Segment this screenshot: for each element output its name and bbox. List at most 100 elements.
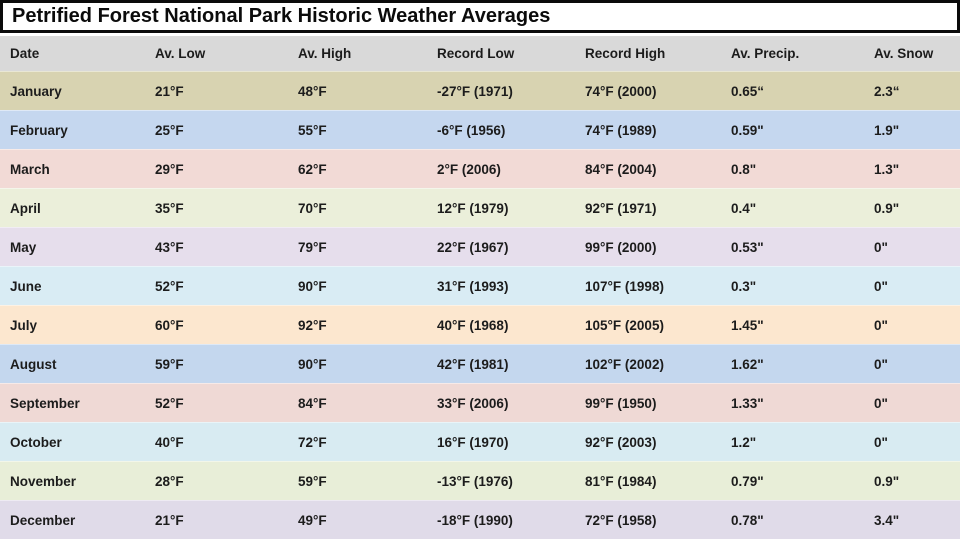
av-snow-cell: 0.9": [874, 473, 900, 489]
av-high-cell: 59°F: [298, 473, 327, 489]
table-row: July 60°F 92°F 40°F (1968) 105°F (2005) …: [0, 305, 960, 344]
month-cell: January: [10, 83, 62, 99]
table-row: October 40°F 72°F 16°F (1970) 92°F (2003…: [0, 422, 960, 461]
av-high-cell: 84°F: [298, 395, 327, 411]
av-high-cell: 62°F: [298, 161, 327, 177]
av-high-cell: 90°F: [298, 356, 327, 372]
av-precip-cell: 0.59": [731, 122, 764, 138]
av-precip-cell: 0.79": [731, 473, 764, 489]
month-cell: April: [10, 200, 41, 216]
table-row: November 28°F 59°F -13°F (1976) 81°F (19…: [0, 461, 960, 500]
av-high-cell: 79°F: [298, 239, 327, 255]
record-low-cell: 12°F (1979): [437, 200, 509, 216]
column-header-record-high: Record High: [585, 46, 666, 61]
av-low-cell: 28°F: [155, 473, 184, 489]
month-cell: August: [10, 356, 57, 372]
av-snow-cell: 0.9": [874, 200, 900, 216]
av-high-cell: 72°F: [298, 434, 327, 450]
month-cell: October: [10, 434, 62, 450]
av-precip-cell: 0.65“: [731, 83, 765, 99]
av-snow-cell: 0": [874, 356, 888, 372]
av-low-cell: 52°F: [155, 395, 184, 411]
month-cell: December: [10, 512, 76, 528]
table-row: January 21°F 48°F -27°F (1971) 74°F (200…: [0, 71, 960, 110]
av-snow-cell: 0": [874, 434, 888, 450]
record-high-cell: 99°F (2000): [585, 239, 657, 255]
record-low-cell: 42°F (1981): [437, 356, 509, 372]
av-snow-cell: 3.4": [874, 512, 900, 528]
record-high-cell: 74°F (1989): [585, 122, 657, 138]
record-high-cell: 105°F (2005): [585, 317, 664, 333]
month-cell: November: [10, 473, 77, 489]
record-low-cell: -27°F (1971): [437, 83, 513, 99]
av-low-cell: 43°F: [155, 239, 184, 255]
month-cell: June: [10, 278, 42, 294]
record-low-cell: 40°F (1968): [437, 317, 509, 333]
av-low-cell: 21°F: [155, 512, 184, 528]
column-header-av-low: Av. Low: [155, 46, 206, 61]
month-cell: February: [10, 122, 68, 138]
av-precip-cell: 0.53": [731, 239, 764, 255]
av-low-cell: 40°F: [155, 434, 184, 450]
record-high-cell: 81°F (1984): [585, 473, 657, 489]
title-bar: Petrified Forest National Park Historic …: [0, 0, 960, 33]
table-header-row: Date Av. Low Av. High Record Low Record …: [0, 36, 960, 71]
record-high-cell: 99°F (1950): [585, 395, 657, 411]
av-high-cell: 48°F: [298, 83, 327, 99]
record-low-cell: -6°F (1956): [437, 122, 506, 138]
av-snow-cell: 0": [874, 278, 888, 294]
table-body: January 21°F 48°F -27°F (1971) 74°F (200…: [0, 71, 960, 539]
column-header-av-precip: Av. Precip.: [731, 46, 800, 61]
table-row: February 25°F 55°F -6°F (1956) 74°F (198…: [0, 110, 960, 149]
av-precip-cell: 0.78": [731, 512, 764, 528]
av-high-cell: 90°F: [298, 278, 327, 294]
record-high-cell: 107°F (1998): [585, 278, 664, 294]
av-snow-cell: 0": [874, 395, 888, 411]
av-snow-cell: 1.9": [874, 122, 900, 138]
table-row: March 29°F 62°F 2°F (2006) 84°F (2004) 0…: [0, 149, 960, 188]
page-title: Petrified Forest National Park Historic …: [12, 5, 551, 27]
record-high-cell: 92°F (2003): [585, 434, 657, 450]
record-low-cell: 31°F (1993): [437, 278, 509, 294]
av-low-cell: 25°F: [155, 122, 184, 138]
av-snow-cell: 2.3“: [874, 83, 900, 99]
table-row: June 52°F 90°F 31°F (1993) 107°F (1998) …: [0, 266, 960, 305]
av-precip-cell: 1.33": [731, 395, 764, 411]
table-row: May 43°F 79°F 22°F (1967) 99°F (2000) 0.…: [0, 227, 960, 266]
table-row: September 52°F 84°F 33°F (2006) 99°F (19…: [0, 383, 960, 422]
av-low-cell: 52°F: [155, 278, 184, 294]
av-precip-cell: 0.4": [731, 200, 757, 216]
av-high-cell: 55°F: [298, 122, 327, 138]
av-low-cell: 35°F: [155, 200, 184, 216]
column-header-av-high: Av. High: [298, 46, 352, 61]
av-snow-cell: 0": [874, 317, 888, 333]
month-cell: May: [10, 239, 37, 255]
record-high-cell: 74°F (2000): [585, 83, 657, 99]
record-high-cell: 102°F (2002): [585, 356, 664, 372]
table-row: August 59°F 90°F 42°F (1981) 102°F (2002…: [0, 344, 960, 383]
table-row: April 35°F 70°F 12°F (1979) 92°F (1971) …: [0, 188, 960, 227]
av-low-cell: 59°F: [155, 356, 184, 372]
column-header-date: Date: [10, 46, 40, 61]
record-low-cell: 33°F (2006): [437, 395, 509, 411]
av-precip-cell: 1.2": [731, 434, 757, 450]
record-low-cell: -18°F (1990): [437, 512, 513, 528]
record-low-cell: 22°F (1967): [437, 239, 509, 255]
av-high-cell: 49°F: [298, 512, 327, 528]
record-high-cell: 72°F (1958): [585, 512, 657, 528]
record-low-cell: -13°F (1976): [437, 473, 513, 489]
av-low-cell: 21°F: [155, 83, 184, 99]
av-precip-cell: 1.62": [731, 356, 764, 372]
av-low-cell: 60°F: [155, 317, 184, 333]
av-snow-cell: 0": [874, 239, 888, 255]
av-snow-cell: 1.3": [874, 161, 900, 177]
record-high-cell: 92°F (1971): [585, 200, 657, 216]
record-high-cell: 84°F (2004): [585, 161, 657, 177]
record-low-cell: 16°F (1970): [437, 434, 509, 450]
av-low-cell: 29°F: [155, 161, 184, 177]
av-precip-cell: 0.3": [731, 278, 757, 294]
table-row: December 21°F 49°F -18°F (1990) 72°F (19…: [0, 500, 960, 539]
column-header-record-low: Record Low: [437, 46, 515, 61]
av-high-cell: 70°F: [298, 200, 327, 216]
column-header-av-snow: Av. Snow: [874, 46, 934, 61]
